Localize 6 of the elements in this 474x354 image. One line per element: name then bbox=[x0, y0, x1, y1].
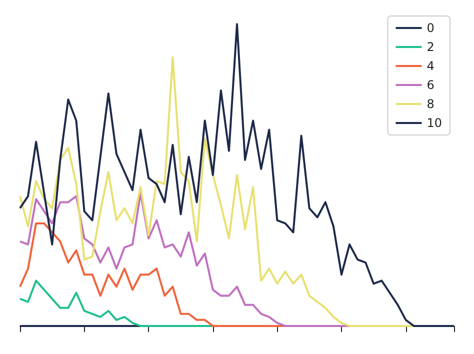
legend-label: 4 bbox=[426, 59, 434, 73]
legend-label: 2 bbox=[426, 40, 434, 54]
legend-label: 6 bbox=[426, 78, 434, 92]
legend-label: 10 bbox=[426, 116, 442, 130]
legend-label: 0 bbox=[426, 21, 434, 35]
legend-label: 8 bbox=[426, 97, 434, 111]
